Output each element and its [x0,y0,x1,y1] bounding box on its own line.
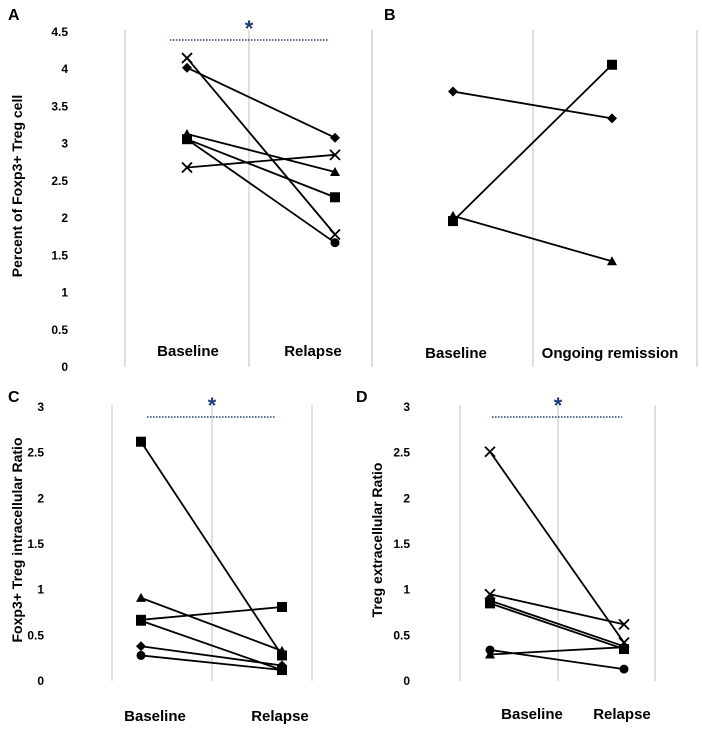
data-point-a-triangle-1 [330,166,340,176]
panel-label-c: C [8,389,20,406]
y-axis-label-d: Treg extracellular Ratio [369,463,385,618]
y-tick-label-d-3: 1.5 [393,537,410,551]
series-line-d-triangle [489,646,625,656]
y-tick-label-a-6: 3 [61,137,68,151]
data-point-c-square-high-0 [136,436,146,447]
data-point-c-square-low-0 [136,615,146,626]
data-point-b-diamond-1 [607,113,617,124]
y-tick-label-c-5: 2.5 [27,446,44,460]
category-label-b-baseline: Baseline [425,345,487,362]
y-tick-label-c-4: 2 [37,491,44,505]
y-tick-label-d-5: 2.5 [393,446,410,460]
data-point-b-triangle-1 [607,256,617,266]
significance-star-d: * [554,393,563,418]
y-tick-label-c-6: 3 [37,400,44,414]
series-line-a-x-upper [186,57,336,236]
data-point-a-x-lower-1 [329,149,341,161]
series-line-a-square [186,138,336,199]
y-tick-label-a-3: 1.5 [51,248,68,262]
y-axis-label-a: Percent of Foxp3+ Treg cell [9,95,25,277]
series-line-c-square-high [140,441,283,656]
category-label-c-relapse: Relapse [251,708,309,725]
data-point-d-circle-low-1 [619,664,629,674]
series-line-d-diamond [489,599,625,648]
y-tick-label-c-1: 0.5 [27,628,44,642]
panel-d: D Treg extracellular Ratio 0 0.5 1 1.5 2 2.5 3… [356,389,656,723]
panel-label-d: D [356,389,368,406]
panel-c: C Foxp3+ Treg intracellular Ratio 0 0.5 1 1… [8,389,313,725]
series-line-b-triangle [452,215,613,263]
series-line-a-triangle [186,133,336,173]
y-tick-label-a-5: 2.5 [51,174,68,188]
category-label-b-remission: Ongoing remission [542,345,679,362]
panel-b: B Baseline Ongoing remission [371,7,698,367]
significance-star-c: * [208,393,217,418]
y-tick-label-c-3: 1.5 [27,537,44,551]
data-point-d-x-mid-0 [484,588,496,600]
data-point-b-diamond-0 [448,86,458,97]
data-point-a-x-lower-0 [181,161,193,174]
data-point-c-triangle-1 [277,645,287,655]
panel-a: A Percent of Foxp3+ Treg cell 0 0.5 1 1.5 2 2… [8,7,373,374]
series-line-d-x-mid [489,593,625,626]
series-line-d-square [489,602,625,650]
data-point-c-diamond-0 [136,641,146,652]
y-tick-label-a-1: 0.5 [51,323,68,337]
y-tick-label-a-8: 4 [61,62,68,76]
data-point-a-square-1 [330,192,340,203]
y-tick-label-a-4: 2 [61,211,68,225]
panel-label-b: B [384,7,396,24]
data-point-d-triangle-0 [485,649,495,659]
significance-star-a: * [245,16,254,41]
data-point-d-triangle-1 [619,642,629,652]
series-line-c-square-mid [140,606,283,621]
y-tick-label-d-2: 1 [403,583,410,597]
series-line-d-x-high [489,451,625,644]
data-point-c-circle-0 [136,650,146,660]
series-line-b-diamond [452,90,613,120]
data-point-c-triangle-0 [136,592,146,602]
series-line-b-square [452,64,613,222]
y-tick-label-d-1: 0.5 [393,628,410,642]
data-point-a-diamond-1 [330,132,340,143]
y-axis-label-c: Foxp3+ Treg intracellular Ratio [9,437,25,642]
data-point-c-circle-1 [277,665,287,675]
category-label-d-relapse: Relapse [593,706,651,723]
series-line-c-diamond [140,645,283,667]
data-point-a-x-upper-0 [181,52,193,64]
series-line-a-diamond [186,66,336,139]
category-label-c-baseline: Baseline [124,708,186,725]
series-line-c-circle [140,654,283,671]
data-point-b-square-1 [607,59,617,70]
y-tick-label-d-4: 2 [403,491,410,505]
category-label-a-baseline: Baseline [157,343,219,360]
data-point-d-diamond-0 [485,595,495,606]
y-tick-label-a-0: 0 [61,360,68,374]
category-label-d-baseline: Baseline [501,706,563,723]
data-point-b-triangle-0 [448,210,458,220]
data-point-d-x-mid-1 [618,618,630,631]
y-tick-label-a-9: 4.5 [51,25,68,39]
data-point-a-x-upper-1 [329,228,341,241]
y-tick-label-a-7: 3.5 [51,99,68,113]
y-tick-label-a-2: 1 [61,286,68,300]
y-tick-label-c-2: 1 [37,583,44,597]
data-point-a-circle-0 [182,134,192,144]
series-line-a-circle [186,138,336,244]
y-tick-label-c-0: 0 [37,674,44,688]
series-line-a-x-lower [186,153,336,169]
data-point-c-square-mid-1 [277,602,287,613]
category-label-a-relapse: Relapse [284,343,342,360]
y-tick-label-d-6: 3 [403,400,410,414]
y-tick-label-d-0: 0 [403,674,410,688]
data-point-b-square-0 [448,216,458,227]
data-point-d-x-high-0 [484,446,496,458]
data-point-c-square-high-1 [277,650,287,661]
panel-label-a: A [8,7,20,24]
series-line-c-triangle [140,597,283,652]
data-point-a-diamond-0 [182,62,192,73]
data-point-a-circle-1 [330,238,340,248]
